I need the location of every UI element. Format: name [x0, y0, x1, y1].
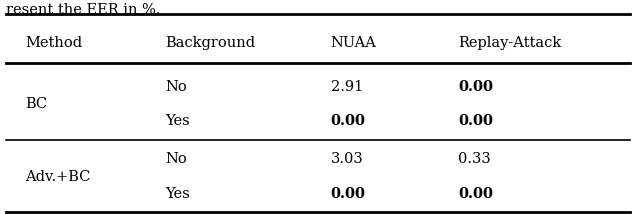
Text: 0.00: 0.00 [458, 187, 493, 201]
Text: Background: Background [165, 36, 256, 50]
Text: 3.03: 3.03 [331, 152, 363, 166]
Text: No: No [165, 152, 187, 166]
Text: 0.00: 0.00 [331, 187, 366, 201]
Text: Adv.+BC: Adv.+BC [25, 169, 91, 184]
Text: Method: Method [25, 36, 83, 50]
Text: 0.00: 0.00 [458, 114, 493, 128]
Text: 0.33: 0.33 [458, 152, 490, 166]
Text: Replay-Attack: Replay-Attack [458, 36, 561, 50]
Text: 2.91: 2.91 [331, 80, 363, 94]
Text: 0.00: 0.00 [458, 80, 493, 94]
Text: Yes: Yes [165, 114, 190, 128]
Text: No: No [165, 80, 187, 94]
Text: 0.00: 0.00 [331, 114, 366, 128]
Text: NUAA: NUAA [331, 36, 377, 50]
Text: BC: BC [25, 97, 48, 111]
Text: Yes: Yes [165, 187, 190, 201]
Text: resent the EER in %.: resent the EER in %. [6, 3, 161, 17]
